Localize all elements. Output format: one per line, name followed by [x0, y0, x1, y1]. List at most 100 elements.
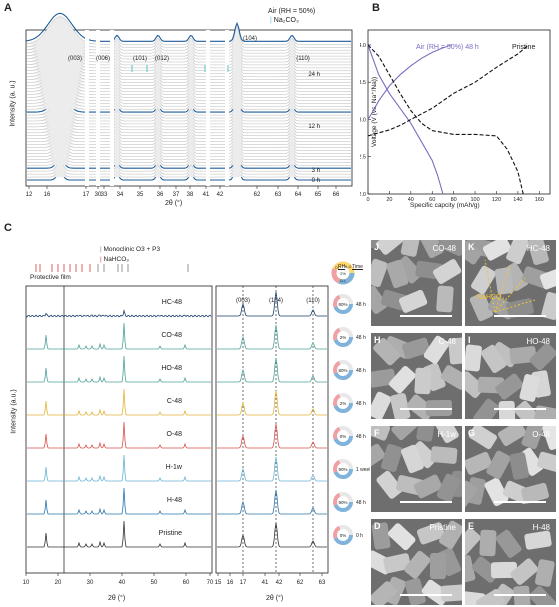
donut-o2-6	[333, 492, 353, 512]
donut-rh-2: 80%	[338, 368, 347, 373]
a-xtick-label-5: 34	[117, 192, 124, 198]
b-xtick-label-7: 140	[513, 197, 522, 203]
panel-a-xrd-stack: (003) (006) (101) (012) (104) (110) 24 h 12 h 3 …	[25, 12, 353, 198]
b-series-1	[367, 44, 444, 195]
c-left-trace-1	[27, 322, 211, 350]
scale-bar	[494, 315, 546, 317]
protective-film-label: Protective film	[30, 274, 71, 281]
b-xtick-label-6: 120	[492, 197, 501, 203]
sem-sample-name: H-1w	[437, 430, 456, 439]
scale-bar	[400, 501, 452, 503]
a-xtick-label-1: 16	[44, 192, 51, 198]
sample-label-5: H-1w	[166, 464, 183, 471]
sem-panel-i: I HO-48	[465, 333, 556, 419]
sem-sample-name: H-48	[532, 523, 550, 532]
peak-label-4: (104)	[243, 36, 257, 42]
panel-c-label: C	[4, 222, 12, 234]
legend-rh: RH	[338, 264, 346, 270]
legend-donut-h2o	[331, 261, 355, 285]
c-right-peak-label-1: (104)	[269, 298, 283, 304]
xrd-curve-17	[26, 108, 351, 130]
c-rtick-label-4: 42	[276, 580, 283, 586]
b-ytick-label-0: 2.0	[360, 192, 366, 198]
c-right-peak-label-2: (110)	[306, 298, 320, 304]
panel-c-right-frame	[215, 285, 329, 574]
sem-panel-j: J CO-48	[371, 240, 462, 326]
sem-panel-e: E H-48	[465, 519, 556, 605]
c-right-peak-label-0: (003)	[236, 298, 250, 304]
b-series-0	[367, 44, 452, 120]
a-xtick-label-16: 66	[333, 192, 340, 198]
sample-label-4: O-48	[166, 431, 182, 438]
panel-b-curve-air: Air (RH = 50%) 48 h	[416, 44, 479, 51]
c-left-trace-4	[27, 421, 211, 449]
sem-panel-letter: I	[468, 335, 471, 345]
panel-c-xlabel-left: 2θ (°)	[108, 595, 126, 602]
b-xtick-label-1: 20	[386, 197, 392, 203]
c-left-trace-0	[26, 309, 212, 318]
sem-panel-letter: F	[374, 428, 380, 438]
donut-time-2: 48 h	[356, 368, 366, 374]
a-xtick-label-12: 62	[254, 192, 261, 198]
sem-panel-g: G O-48	[465, 426, 556, 512]
donut-rh-4: 0%	[340, 434, 347, 439]
c-right-trace-6	[217, 489, 327, 515]
legend-nahco3: | NaHCO₃	[100, 256, 129, 263]
sample-label-7: Pristine	[159, 530, 182, 537]
c-right-trace-0	[217, 291, 327, 317]
peak-label-2: (101)	[133, 56, 147, 62]
scale-bar	[494, 408, 546, 410]
scale-bar	[494, 501, 546, 503]
scale-bar	[494, 594, 546, 596]
c-xtick-label-0: 10	[23, 580, 30, 586]
peak-label-3: (012)	[155, 56, 169, 62]
peak-label-1: (006)	[96, 56, 110, 62]
peak-label-0: (003)	[68, 56, 82, 62]
xrd-curve-21	[26, 97, 351, 119]
xrd-curve-1	[26, 154, 351, 178]
sem-panel-f: F H-1w	[371, 426, 462, 512]
c-right-trace-1	[217, 324, 327, 350]
xrd-curve-3	[26, 148, 351, 172]
donut-rh-1: 2%	[340, 335, 347, 340]
a-xtick-label-3: 30	[95, 192, 102, 198]
a-xtick-label-11: 42	[217, 192, 224, 198]
sem-sample-name: C-48	[438, 337, 456, 346]
c-left-trace-2	[27, 355, 211, 383]
donut-h2o-3	[333, 393, 353, 413]
peak-label-5: (110)	[296, 56, 310, 62]
sem-nahco3-annotation: NaHCO₃	[477, 294, 505, 301]
time-label-2: 3 h	[312, 168, 320, 174]
panel-b-label: B	[372, 2, 380, 14]
donut-h2o-0	[333, 294, 353, 314]
panel-a-label: A	[4, 2, 12, 14]
sem-panel-letter: E	[468, 521, 475, 531]
b-xtick-label-3: 60	[429, 197, 435, 203]
axis-break-2	[110, 30, 114, 186]
panel-b-voltage-chart: 2.0 2.5 3.0 3.5 4.0 0 20 40 60 80 100 120 140 160	[360, 29, 551, 203]
sem-sample-name: HC-48	[526, 244, 550, 253]
b-xtick-label-4: 80	[451, 197, 457, 203]
xrd-curve-47	[26, 12, 351, 42]
panel-c-xlabel-right: 2θ (°)	[266, 595, 284, 602]
sem-image-grid: J CO-48 K HC-48 NaHCO₃ H C-48 I HO-48 F H-1w G O-48 D…	[371, 240, 557, 606]
b-series-2	[367, 44, 529, 137]
c-xtick-label-2: 30	[87, 580, 94, 586]
donut-h2o-6	[333, 492, 353, 512]
a-xtick-label-4: 33	[101, 192, 108, 198]
c-right-trace-4	[217, 423, 327, 449]
sem-panel-letter: G	[468, 428, 476, 438]
xrd-curve-15	[26, 114, 351, 136]
panel-c-xrd-comparison: (003) (104) (110) HC-48 80% 48 h CO-48 2% 48 h HO…	[23, 261, 370, 586]
donut-time-1: 48 h	[356, 335, 366, 341]
b-xtick-label-0: 0	[366, 197, 369, 203]
time-label-1: 12 h	[308, 124, 320, 130]
legend-nahco3-label: NaHCO₃	[103, 256, 129, 263]
c-left-trace-3	[27, 388, 211, 416]
c-rtick-label-3: 41	[262, 580, 269, 586]
axis-break-1	[96, 30, 100, 186]
donut-rh-5: 90%	[338, 467, 347, 472]
c-xtick-label-5: 60	[183, 580, 190, 586]
donut-h2o-2	[333, 360, 353, 380]
panel-a-legend-air: Air (RH = 50%)	[268, 8, 316, 15]
